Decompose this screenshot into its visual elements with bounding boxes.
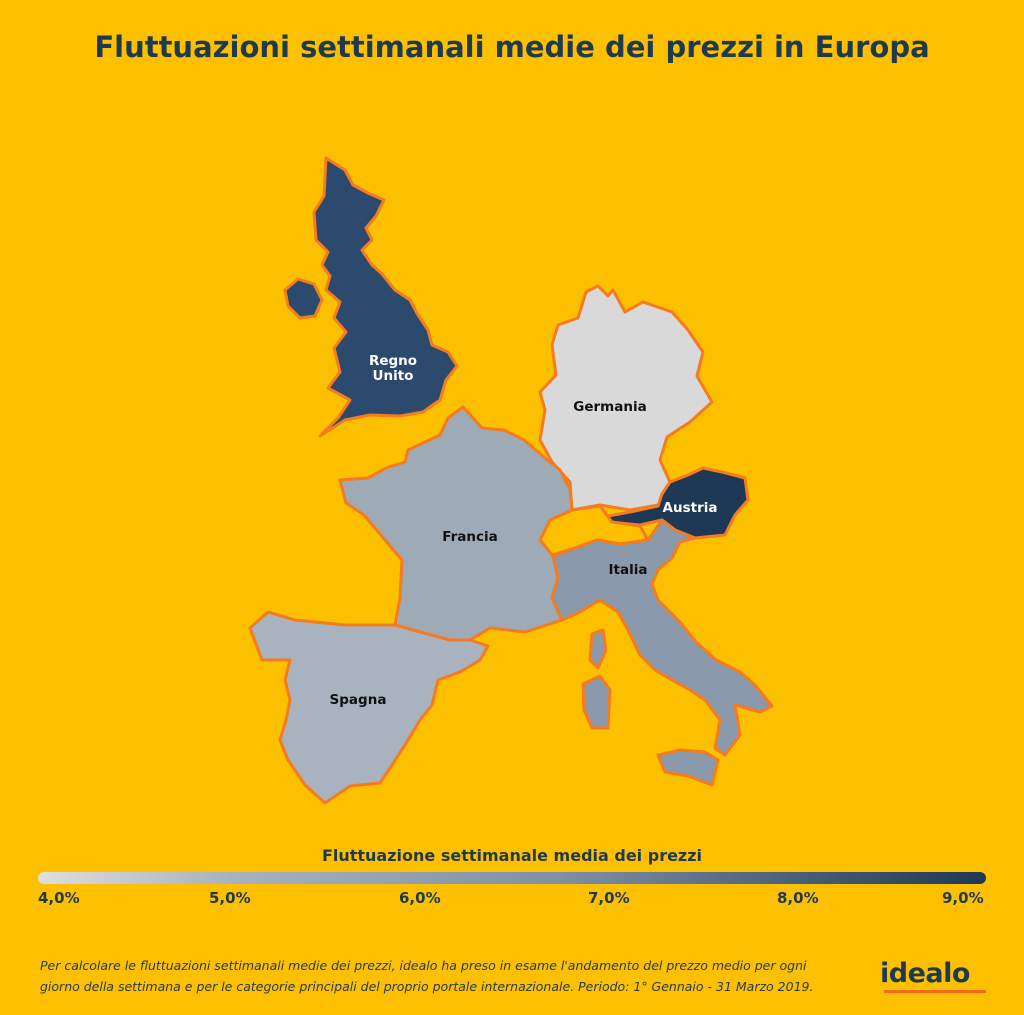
footnote-line-1: Per calcolare le fluttuazioni settimanal…: [40, 958, 807, 973]
country-sicily-shape[interactable]: [656, 748, 720, 787]
label-france: Francia: [442, 529, 497, 545]
footnote-line-2: giorno della settimana e per le categori…: [40, 979, 814, 994]
country-france-shape[interactable]: [338, 405, 574, 642]
country-uk-shape[interactable]: [312, 156, 459, 438]
country-corsica-shape[interactable]: [588, 628, 608, 670]
legend-tick: 8,0%: [777, 889, 819, 907]
label-italy: Italia: [609, 562, 648, 578]
legend-title: Fluttuazione settimanale media dei prezz…: [321, 846, 703, 865]
legend-color-scale: [38, 872, 986, 884]
label-austria: Austria: [663, 500, 718, 516]
legend-tick: 7,0%: [588, 889, 630, 907]
logo-underline: [884, 990, 986, 993]
idealo-logo[interactable]: idealo: [880, 958, 970, 989]
legend-tick: 9,0%: [942, 889, 984, 907]
footnote: Per calcolare le fluttuazioni settimanal…: [40, 955, 840, 997]
label-uk-line1: Regno: [369, 353, 417, 369]
legend-tick: 5,0%: [209, 889, 251, 907]
page-title: Fluttuazioni settimanali medie dei prezz…: [94, 30, 930, 64]
label-spain: Spagna: [330, 692, 387, 708]
country-sardinia-shape[interactable]: [581, 674, 612, 730]
legend-tick: 6,0%: [399, 889, 441, 907]
label-germany: Germania: [573, 399, 646, 415]
country-italy-shape[interactable]: [550, 518, 774, 757]
country-ni-shape[interactable]: [283, 277, 324, 320]
legend-tick: 4,0%: [38, 889, 80, 907]
label-uk-line2: Unito: [373, 368, 414, 384]
country-spain-shape[interactable]: [248, 610, 490, 805]
